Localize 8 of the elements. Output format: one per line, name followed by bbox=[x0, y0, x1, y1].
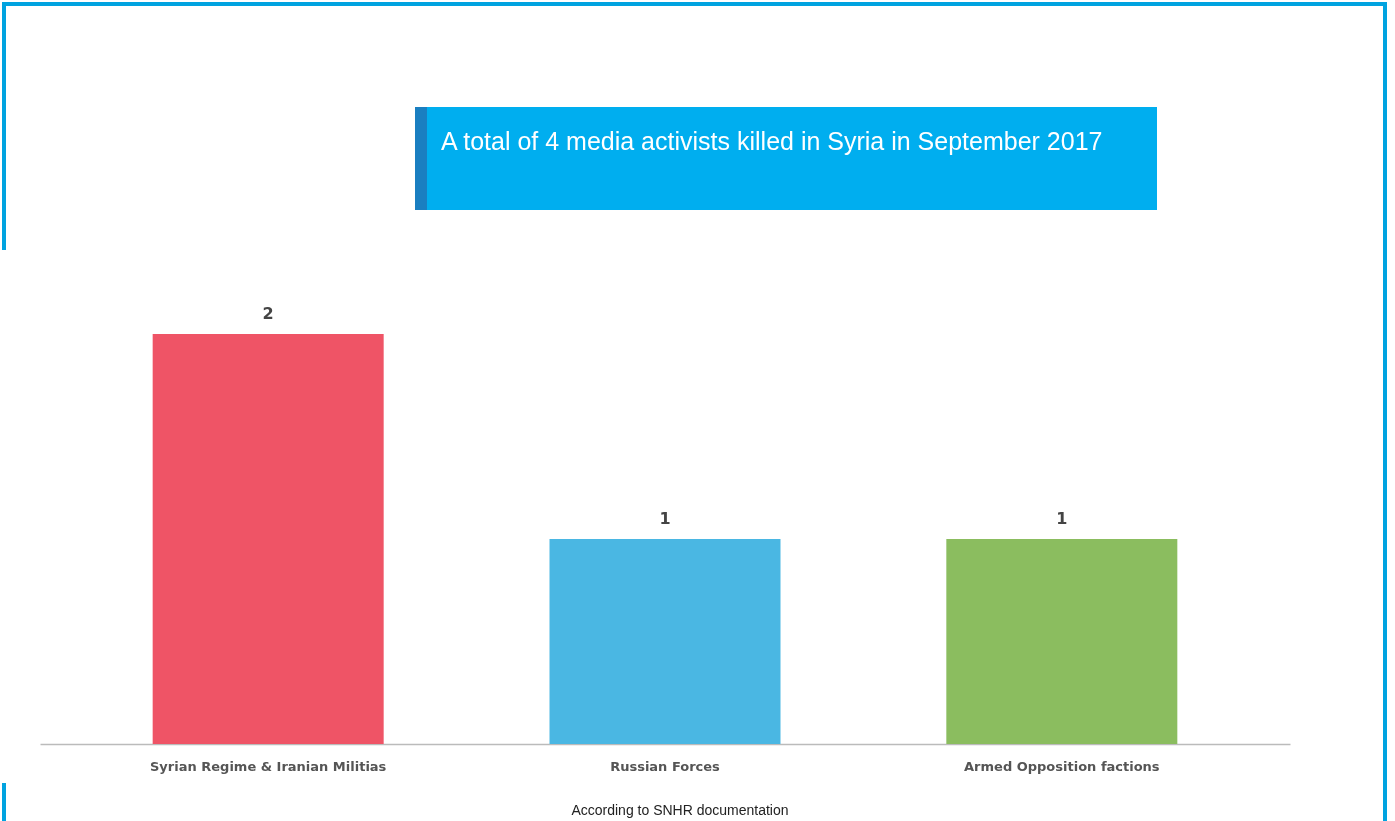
data-label: 2 bbox=[262, 304, 274, 323]
data-label: 1 bbox=[1056, 509, 1068, 528]
chart-title: A total of 4 media activists killed in Syria in September 2017 bbox=[415, 107, 1157, 210]
data-label: 1 bbox=[659, 509, 671, 528]
text: According to SNHR documentation bbox=[570, 802, 790, 818]
x-tick-label: Armed Opposition factions bbox=[964, 758, 1160, 774]
x-tick-label: Syrian Regime & Iranian Militias bbox=[149, 758, 387, 774]
x-tick-label: Russian Forces bbox=[610, 758, 721, 774]
